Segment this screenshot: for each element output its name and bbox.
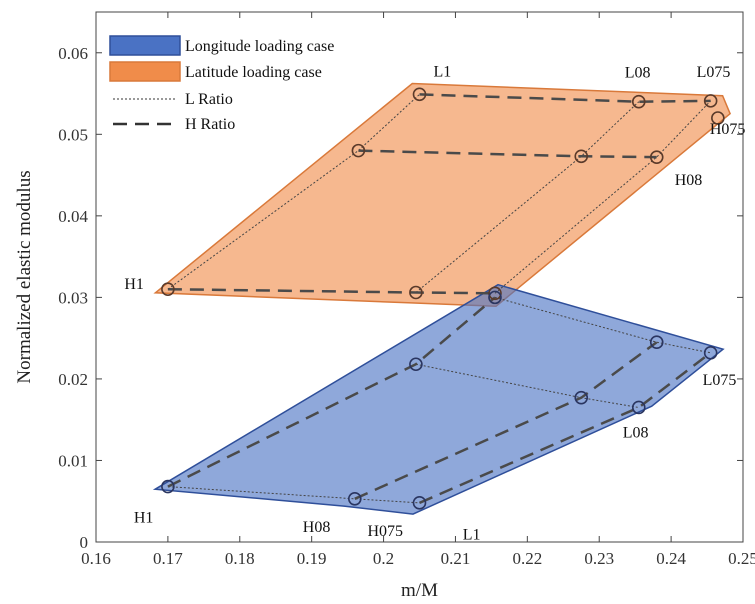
x-axis-label: m/M (401, 580, 438, 601)
legend-label-latitude: Latitude loading case (185, 64, 322, 81)
x-tick-label: 0.21 (441, 549, 471, 568)
longitude-data-point (703, 346, 718, 360)
latitude-h-ratio-line (358, 149, 657, 159)
y-tick-label: 0.05 (58, 125, 88, 144)
latitude-point-label: H075 (710, 121, 746, 138)
y-tick-label: 0 (80, 533, 89, 552)
latitude-point-label: L08 (625, 65, 651, 82)
latitude-point-label: H1 (124, 276, 144, 293)
latitude-data-point (711, 111, 725, 125)
axes-frame (95, 11, 744, 543)
latitude-data-point (488, 286, 502, 301)
legend-label-longitude: Longitude loading case (185, 38, 334, 55)
longitude-data-point (161, 479, 175, 494)
x-tick-label: 0.16 (81, 549, 111, 568)
y-tick-label: 0.02 (58, 370, 88, 389)
longitude-data-point (574, 390, 589, 405)
longitude-h-ratio-line (419, 351, 712, 505)
data-points: H1 H08 L1 L08 L075 H075 H1 H08 H075 L08 L075 L1 (124, 63, 745, 543)
longitude-data-point (347, 491, 362, 506)
x-tick-label: 0.22 (512, 549, 542, 568)
longitude-point-label: L08 (623, 424, 649, 441)
legend-swatch-latitude (109, 61, 181, 82)
y-tick-label: 0.06 (58, 44, 88, 63)
longitude-point-label: L075 (703, 372, 737, 389)
y-tick-label: 0.03 (58, 288, 88, 307)
legend: Longitude loading case Latitude loading … (109, 35, 334, 133)
legend-label-h-ratio: H Ratio (185, 116, 235, 133)
latitude-h-ratio-line (419, 93, 711, 103)
axis-ticks: 0.16 0.17 0.18 0.19 0.2 0.21 0.22 0.23 0.24 0.25 0… (58, 12, 755, 568)
x-tick-label: 0.24 (656, 549, 686, 568)
longitude-h-ratio-line (354, 341, 658, 500)
latitude-data-point (409, 285, 423, 300)
x-tick-label: 0.2 (373, 549, 394, 568)
latitude-data-point (412, 87, 427, 102)
longitude-h-ratio-line (167, 296, 496, 488)
y-tick-label: 0.04 (58, 207, 88, 226)
latitude-region-fill (153, 82, 732, 308)
latitude-data-point (161, 282, 175, 297)
x-tick-label: 0.19 (297, 549, 327, 568)
longitude-data-point (409, 357, 423, 372)
longitude-data-point (649, 335, 664, 350)
x-tick-label: 0.25 (728, 549, 755, 568)
longitude-data-point (412, 496, 427, 510)
latitude-h-ratio-line (167, 287, 496, 295)
longitude-data-point (488, 290, 502, 305)
region-fills (152, 82, 732, 515)
x-tick-label: 0.23 (584, 549, 614, 568)
longitude-point-label: H075 (368, 523, 404, 540)
y-axis-label: Normalized elastic modulus (14, 170, 35, 383)
longitude-point-label: H08 (303, 519, 331, 536)
ratio-lines (167, 93, 712, 505)
latitude-point-label: H08 (675, 172, 703, 189)
longitude-l-ratio-line (494, 296, 711, 354)
y-tick-label: 0.01 (58, 451, 88, 470)
latitude-data-point (631, 94, 646, 109)
longitude-point-label: H1 (134, 510, 154, 527)
longitude-region-fill (152, 283, 725, 515)
longitude-data-point (631, 400, 646, 415)
latitude-data-point (351, 143, 366, 158)
latitude-data-point (703, 94, 718, 108)
latitude-data-point (574, 149, 589, 164)
legend-label-l-ratio: L Ratio (185, 91, 233, 108)
longitude-point-label: L1 (463, 526, 481, 543)
x-tick-label: 0.17 (153, 549, 183, 568)
latitude-data-point (649, 150, 664, 164)
x-tick-label: 0.18 (225, 549, 255, 568)
legend-swatch-longitude (109, 35, 181, 56)
latitude-point-label: L1 (434, 63, 452, 80)
latitude-point-label: L075 (697, 64, 731, 81)
